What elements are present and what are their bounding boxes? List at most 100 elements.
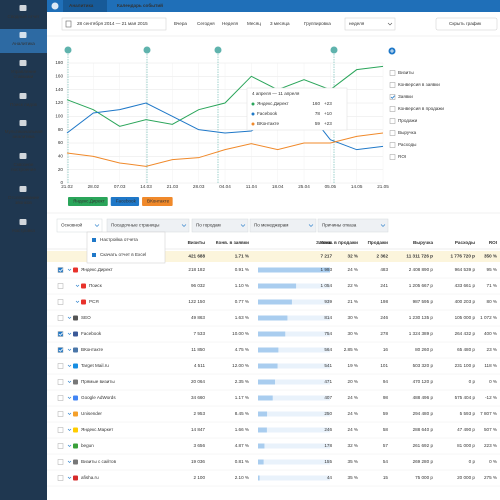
row-checkbox[interactable] xyxy=(57,395,64,401)
row-checkbox[interactable] xyxy=(57,411,64,417)
report-tab-label[interactable]: По городам xyxy=(196,223,221,228)
series-tag-label[interactable]: Facebook xyxy=(116,199,137,204)
column-header[interactable]: Конв. в заявки xyxy=(216,240,249,245)
metric-checkbox[interactable] xyxy=(389,142,396,148)
sidebar-icon[interactable] xyxy=(19,153,27,159)
source-name[interactable]: Unisender xyxy=(81,411,102,416)
metric-label[interactable]: Конверсия в заявки xyxy=(398,82,440,87)
date-picker[interactable] xyxy=(61,17,167,31)
expand-caret[interactable] xyxy=(67,348,72,351)
source-name[interactable]: afisha.ru xyxy=(81,475,99,480)
metric-checkbox[interactable] xyxy=(389,82,396,88)
expand-caret[interactable] xyxy=(75,300,80,303)
top-tab[interactable]: Календарь событий xyxy=(117,2,163,8)
metric-checkbox[interactable] xyxy=(389,130,396,136)
report-tab-label[interactable]: Основной xyxy=(61,222,82,228)
hide-chart-button[interactable] xyxy=(435,17,498,31)
source-name[interactable]: ВКонтакте xyxy=(81,347,104,352)
metric-label[interactable]: Заявки xyxy=(398,94,413,99)
sidebar-icon[interactable] xyxy=(19,120,27,126)
column-header[interactable]: ROI xyxy=(489,240,497,245)
column-header[interactable]: Расходы xyxy=(455,240,475,245)
row-checkbox[interactable] xyxy=(57,475,64,481)
event-marker[interactable] xyxy=(330,46,338,54)
sidebar-label[interactable]: звонков xyxy=(15,200,32,205)
expand-caret[interactable] xyxy=(75,284,80,287)
source-name[interactable]: Яндекс.Директ xyxy=(81,267,114,272)
metric-label[interactable]: Выручка xyxy=(398,130,417,135)
column-header[interactable]: Выручка xyxy=(413,240,434,245)
row-checkbox[interactable] xyxy=(57,427,64,433)
report-tab-label[interactable]: По менеджерам xyxy=(254,223,288,228)
metric-checkbox[interactable] xyxy=(389,118,396,124)
metric-checkbox[interactable] xyxy=(389,154,396,160)
expand-caret[interactable] xyxy=(67,428,72,431)
expand-caret[interactable] xyxy=(67,412,72,415)
expand-caret[interactable] xyxy=(67,460,72,463)
expand-caret[interactable] xyxy=(67,316,72,319)
expand-caret[interactable] xyxy=(67,476,72,479)
source-name[interactable]: Google AdWords xyxy=(81,395,116,400)
expand-caret[interactable] xyxy=(67,380,72,383)
source-name[interactable]: Target Mail.ru xyxy=(81,363,109,368)
expand-caret[interactable] xyxy=(67,332,72,335)
row-checkbox[interactable] xyxy=(57,315,64,321)
column-header[interactable]: Заявки xyxy=(316,240,332,245)
preset-link[interactable]: Неделя xyxy=(222,21,239,26)
metric-checkbox[interactable] xyxy=(389,70,396,76)
source-name[interactable]: Визиты с сайтов xyxy=(81,458,117,464)
source-name[interactable]: Прямые визиты xyxy=(81,379,115,384)
sidebar-label[interactable]: аналитика xyxy=(12,134,35,139)
report-tab-label[interactable]: Посадочные страницы xyxy=(111,223,159,228)
source-name[interactable]: РСЯ xyxy=(89,299,99,304)
metric-label[interactable]: Визиты xyxy=(398,70,414,75)
sidebar-label[interactable]: Аналитика xyxy=(12,41,35,46)
top-tab-active[interactable] xyxy=(63,0,107,12)
metric-checkbox[interactable] xyxy=(389,94,396,100)
source-name[interactable]: begun xyxy=(81,443,94,448)
sidebar-label[interactable]: Отслеживание xyxy=(8,195,40,200)
event-marker[interactable] xyxy=(214,46,222,54)
top-tab[interactable]: Аналитика xyxy=(69,3,94,8)
source-name[interactable]: Яндекс.Маркет xyxy=(81,427,114,432)
metric-label[interactable]: ROI xyxy=(398,154,406,159)
sidebar-label[interactable]: Мультиканальная xyxy=(5,129,43,134)
metric-label[interactable]: Продажи xyxy=(398,118,418,123)
row-checkbox[interactable] xyxy=(57,347,64,353)
preset-link[interactable]: Сегодня xyxy=(197,21,215,26)
series-tag[interactable] xyxy=(68,197,108,206)
preset-link[interactable]: Месяц xyxy=(247,21,261,26)
report-tab[interactable] xyxy=(56,218,103,233)
row-checkbox[interactable] xyxy=(57,283,64,289)
menu-item[interactable]: Настройка отчета xyxy=(100,236,138,242)
metric-checkbox[interactable] xyxy=(389,106,396,112)
sidebar-icon[interactable] xyxy=(19,219,27,225)
sidebar-label[interactable]: Настройка xyxy=(12,227,35,233)
sidebar-icon[interactable] xyxy=(19,32,27,38)
series-tag[interactable] xyxy=(110,197,140,206)
grouping-select[interactable] xyxy=(344,17,396,31)
sidebar-label[interactable]: Управление xyxy=(11,69,37,74)
report-tab-label[interactable]: Причины отказа xyxy=(322,223,357,228)
event-marker[interactable] xyxy=(64,46,72,54)
series-tag[interactable] xyxy=(142,197,173,206)
expand-caret[interactable] xyxy=(67,396,72,399)
column-header[interactable]: Продажи xyxy=(368,240,389,245)
report-tab[interactable] xyxy=(317,218,389,233)
event-marker[interactable] xyxy=(143,46,151,54)
source-name[interactable]: SEO xyxy=(81,315,91,320)
expand-caret[interactable] xyxy=(67,364,72,367)
sidebar-icon[interactable] xyxy=(19,5,27,11)
row-checkbox[interactable] xyxy=(57,379,64,385)
row-checkbox[interactable] xyxy=(57,443,64,449)
row-checkbox[interactable] xyxy=(57,331,64,337)
sidebar-label[interactable]: Поиск лидов xyxy=(10,102,37,107)
row-checkbox[interactable] xyxy=(57,267,64,273)
sidebar-label[interactable]: построение xyxy=(11,167,36,172)
preset-link[interactable]: Вчера xyxy=(174,21,187,26)
metric-label[interactable]: Расходы xyxy=(398,142,416,147)
column-header[interactable]: Конв. в продажи xyxy=(320,240,358,245)
expand-caret[interactable] xyxy=(67,444,72,447)
hide-chart-text[interactable]: Скрыть график xyxy=(449,21,482,26)
expand-caret[interactable] xyxy=(67,268,72,271)
